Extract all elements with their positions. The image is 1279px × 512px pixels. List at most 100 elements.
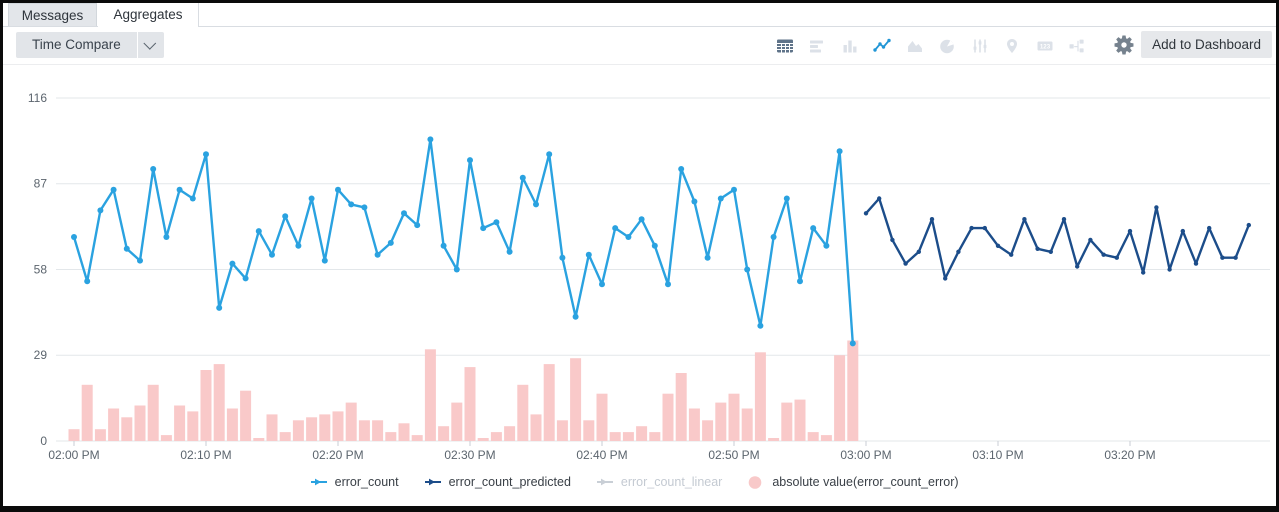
error-bar[interactable] — [570, 358, 582, 441]
error-bar[interactable] — [240, 390, 252, 441]
error-bar[interactable] — [834, 355, 846, 441]
data-point[interactable] — [203, 151, 209, 158]
data-point[interactable] — [1154, 205, 1159, 210]
error-bar[interactable] — [332, 411, 344, 441]
data-point[interactable] — [387, 239, 394, 246]
data-point[interactable] — [1101, 252, 1106, 257]
data-point[interactable] — [1246, 222, 1252, 228]
data-point[interactable] — [836, 148, 843, 155]
error-bar[interactable] — [253, 438, 265, 441]
data-point[interactable] — [982, 225, 987, 231]
legend-item[interactable]: absolute value(error_count_error) — [748, 474, 968, 490]
data-point[interactable] — [493, 219, 500, 226]
data-point[interactable] — [189, 195, 196, 202]
error-bar[interactable] — [781, 402, 793, 441]
data-point[interactable] — [440, 242, 447, 249]
error-bar[interactable] — [768, 438, 780, 441]
data-point[interactable] — [137, 257, 143, 264]
error-bar[interactable] — [306, 417, 318, 441]
error-bar[interactable] — [266, 414, 278, 441]
error-bar[interactable] — [358, 420, 370, 441]
column-chart-icon[interactable] — [841, 37, 859, 55]
error-bar[interactable] — [398, 423, 410, 441]
data-point[interactable] — [176, 186, 183, 193]
data-point[interactable] — [903, 261, 908, 266]
error-bar[interactable] — [226, 408, 238, 442]
data-point[interactable] — [1048, 249, 1054, 254]
data-point[interactable] — [519, 174, 526, 181]
error-bar[interactable] — [688, 408, 700, 442]
data-point[interactable] — [321, 257, 328, 264]
data-point[interactable] — [84, 278, 91, 285]
error-bar[interactable] — [147, 384, 159, 441]
error-bar[interactable] — [94, 429, 106, 441]
error-bar[interactable] — [675, 373, 687, 441]
data-point[interactable] — [849, 340, 856, 347]
data-point[interactable] — [269, 251, 275, 258]
sliders-icon[interactable] — [971, 37, 989, 55]
error-bar[interactable] — [847, 340, 859, 442]
line-chart-icon[interactable] — [873, 37, 891, 55]
data-point[interactable] — [150, 166, 157, 172]
data-point[interactable] — [1167, 267, 1172, 272]
legend-item[interactable]: error_count_predicted — [424, 474, 571, 490]
data-point[interactable] — [506, 248, 513, 255]
data-point[interactable] — [770, 234, 777, 240]
error-bar[interactable] — [424, 349, 436, 441]
error-bar[interactable] — [807, 432, 819, 441]
error-bar[interactable] — [345, 402, 357, 441]
data-point[interactable] — [546, 151, 553, 158]
data-point[interactable] — [1009, 252, 1014, 257]
data-point[interactable] — [1114, 255, 1120, 260]
error-bar[interactable] — [174, 405, 186, 442]
data-point[interactable] — [335, 186, 341, 193]
error-bar[interactable] — [622, 432, 634, 441]
data-point[interactable] — [890, 237, 895, 243]
data-point[interactable] — [877, 196, 882, 201]
data-point[interactable] — [704, 254, 711, 261]
error-bar[interactable] — [134, 405, 146, 442]
box-plot-icon[interactable] — [1068, 37, 1086, 55]
data-point[interactable] — [678, 166, 685, 172]
data-point[interactable] — [255, 228, 262, 235]
data-point[interactable] — [123, 245, 130, 252]
data-point[interactable] — [1022, 217, 1027, 222]
data-point[interactable] — [1207, 225, 1212, 231]
error-bar[interactable] — [649, 432, 661, 441]
data-point[interactable] — [916, 249, 921, 254]
data-point[interactable] — [612, 225, 619, 232]
error-bar[interactable] — [702, 420, 714, 441]
data-point[interactable] — [599, 281, 605, 288]
data-point[interactable] — [71, 234, 77, 240]
data-point[interactable] — [757, 322, 764, 329]
error-bar[interactable] — [556, 420, 568, 441]
time-compare-button[interactable]: Time Compare — [16, 32, 164, 58]
error-bar[interactable] — [530, 414, 542, 441]
data-point[interactable] — [797, 278, 803, 285]
time-compare-dropdown[interactable] — [137, 32, 164, 58]
data-point[interactable] — [995, 243, 1001, 248]
single-value-icon[interactable]: 123 — [1036, 37, 1054, 55]
data-point[interactable] — [295, 242, 302, 249]
error-bar[interactable] — [636, 426, 648, 441]
data-point[interactable] — [163, 234, 170, 240]
error-bar[interactable] — [160, 435, 172, 441]
data-point[interactable] — [1193, 261, 1199, 266]
legend-item[interactable]: error_count — [310, 474, 399, 490]
error-bar[interactable] — [662, 393, 674, 441]
data-point[interactable] — [401, 210, 407, 217]
error-bar[interactable] — [504, 426, 516, 441]
data-point[interactable] — [1180, 228, 1186, 234]
error-bar[interactable] — [464, 367, 476, 441]
data-point[interactable] — [572, 313, 579, 320]
error-bar[interactable] — [187, 411, 199, 441]
data-point[interactable] — [1220, 255, 1225, 260]
data-point[interactable] — [625, 234, 632, 240]
series-line[interactable] — [72, 138, 854, 345]
error-bar[interactable] — [543, 364, 555, 441]
error-bar[interactable] — [372, 420, 384, 441]
data-point[interactable] — [1035, 246, 1040, 251]
data-point[interactable] — [414, 222, 421, 229]
data-point[interactable] — [1061, 217, 1067, 222]
data-point[interactable] — [374, 251, 381, 258]
